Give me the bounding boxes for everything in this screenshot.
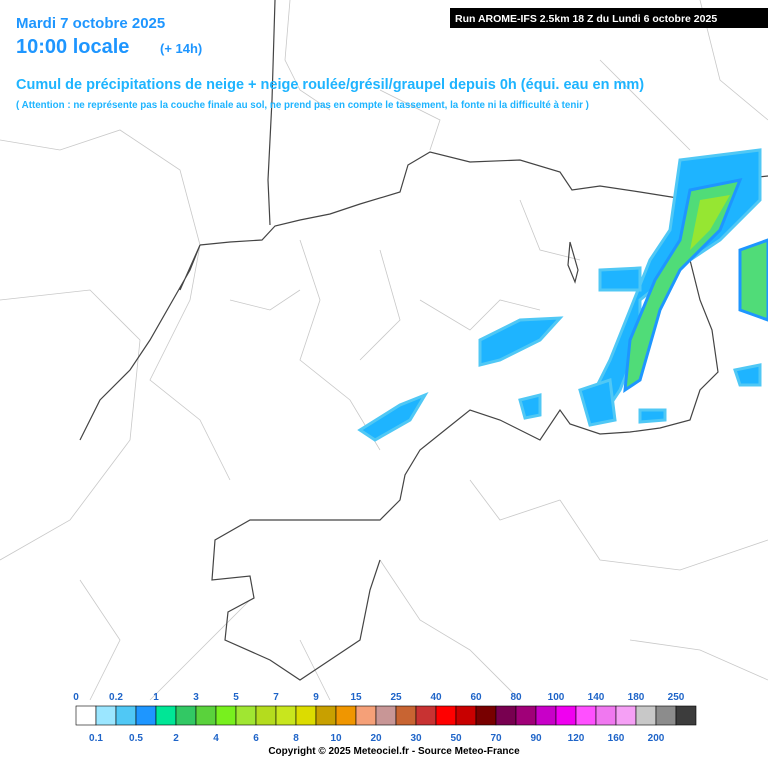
legend-swatch bbox=[555, 705, 577, 726]
run-box bbox=[450, 8, 768, 28]
legend-swatch bbox=[595, 705, 617, 726]
legend-label: 50 bbox=[450, 733, 462, 744]
legend-swatch bbox=[415, 705, 437, 726]
legend-label: 180 bbox=[628, 692, 645, 703]
legend-swatch bbox=[455, 705, 477, 726]
legend-swatch bbox=[435, 705, 457, 726]
legend-label: 120 bbox=[568, 733, 585, 744]
legend-swatch bbox=[95, 705, 117, 726]
legend-swatch bbox=[515, 705, 537, 726]
legend-label: 0.1 bbox=[89, 733, 103, 744]
country-borders bbox=[79, 0, 768, 681]
legend-swatch bbox=[315, 705, 337, 726]
legend-swatch bbox=[335, 705, 357, 726]
legend-label: 60 bbox=[470, 692, 482, 703]
run-info: Run AROME-IFS 2.5km 18 Z du Lundi 6 octo… bbox=[455, 13, 717, 25]
map-title: Cumul de précipitations de neige + neige… bbox=[16, 77, 644, 93]
legend-swatch bbox=[495, 705, 517, 726]
legend-label: 9 bbox=[313, 692, 319, 703]
copyright: Copyright © 2025 Meteociel.fr - Source M… bbox=[268, 746, 520, 757]
legend-label: 160 bbox=[608, 733, 625, 744]
legend-label: 80 bbox=[510, 692, 522, 703]
legend-swatch bbox=[235, 705, 257, 726]
legend-label: 7 bbox=[273, 692, 279, 703]
legend-label: 140 bbox=[588, 692, 605, 703]
time: 10:00 locale bbox=[16, 36, 129, 58]
legend-swatch bbox=[655, 705, 677, 726]
date: Mardi 7 octobre 2025 bbox=[16, 15, 165, 32]
legend-label: 40 bbox=[430, 692, 442, 703]
legend-swatch bbox=[615, 705, 637, 726]
legend-label: 3 bbox=[193, 692, 199, 703]
legend-label: 90 bbox=[530, 733, 542, 744]
legend-swatch bbox=[195, 705, 217, 726]
legend-swatch bbox=[375, 705, 397, 726]
lead-time: (+ 14h) bbox=[160, 41, 202, 56]
legend-label: 4 bbox=[213, 733, 219, 744]
legend-label: 20 bbox=[370, 733, 382, 744]
legend-swatch bbox=[155, 705, 177, 726]
legend-label: 100 bbox=[548, 692, 565, 703]
legend-label: 0 bbox=[73, 692, 79, 703]
precipitation bbox=[357, 148, 768, 442]
legend-swatch bbox=[115, 705, 137, 726]
legend-swatch bbox=[575, 705, 597, 726]
legend-swatch bbox=[275, 705, 297, 726]
legend-label: 8 bbox=[293, 733, 299, 744]
legend-swatch bbox=[75, 705, 97, 726]
legend-swatch bbox=[255, 705, 277, 726]
legend-label: 250 bbox=[668, 692, 685, 703]
legend-swatch bbox=[535, 705, 557, 726]
legend-label: 0.5 bbox=[129, 733, 143, 744]
legend-label: 2 bbox=[173, 733, 179, 744]
map-note: ( Attention : ne représente pas la couch… bbox=[16, 100, 589, 111]
legend-label: 70 bbox=[490, 733, 502, 744]
legend-swatch bbox=[675, 705, 697, 726]
legend-swatch bbox=[475, 705, 497, 726]
legend-label: 6 bbox=[253, 733, 259, 744]
legend-label: 15 bbox=[350, 692, 362, 703]
legend-swatch bbox=[135, 705, 157, 726]
legend-label: 1 bbox=[153, 692, 159, 703]
legend: 0 0.1 0.2 0.5 1 2 3 4 5 6 7 8 9 10 15 20 25 30 40 50 60 70 80 9… bbox=[73, 692, 697, 744]
legend-label: 200 bbox=[648, 733, 665, 744]
legend-label: 5 bbox=[233, 692, 239, 703]
legend-swatch bbox=[295, 705, 317, 726]
legend-label: 30 bbox=[410, 733, 422, 744]
legend-swatch bbox=[355, 705, 377, 726]
legend-label: 25 bbox=[390, 692, 402, 703]
legend-swatch bbox=[395, 705, 417, 726]
legend-label: 10 bbox=[330, 733, 342, 744]
legend-swatch bbox=[215, 705, 237, 726]
legend-swatch bbox=[635, 705, 657, 726]
admin-lines bbox=[0, 0, 768, 701]
legend-label: 0.2 bbox=[109, 692, 123, 703]
legend-swatch bbox=[175, 705, 197, 726]
